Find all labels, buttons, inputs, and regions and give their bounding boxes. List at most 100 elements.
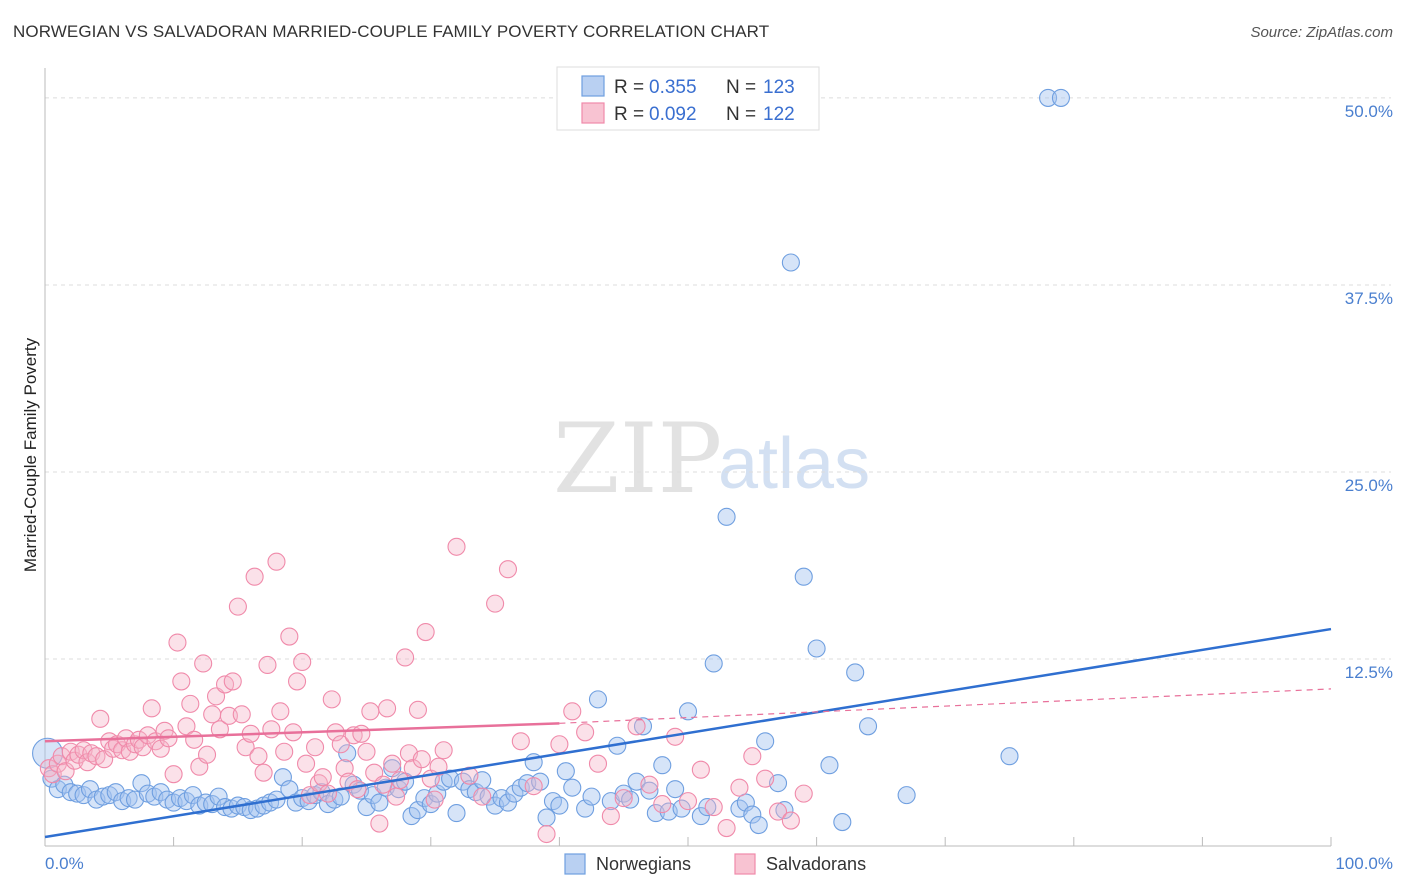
bottom-legend-swatch-salvadorans [734,853,756,875]
salvadoran-point [262,720,281,739]
norwegian-point [633,717,653,736]
salvadoran-point [653,795,672,814]
chart-title: NORWEGIAN VS SALVADORAN MARRIED-COUPLE F… [13,22,770,41]
salvadoran-point [416,622,435,642]
norwegian-point [1039,88,1058,107]
legend-n-label-2: N = [726,104,756,125]
salvadoran-point [95,750,114,769]
legend-r-value-norwegians: 0.355 [649,77,697,98]
salvadoran-point [640,775,659,794]
bottom-legend-swatch-norwegians [564,853,586,875]
salvadoran-point [194,654,213,673]
norwegian-point [756,732,775,751]
salvadoran-point [370,814,389,833]
salvadoran-point [56,762,75,781]
salvadoran-point [396,648,415,667]
salvadoran-point [210,720,229,739]
norwegian-point [550,796,569,815]
salvadoran-point [164,765,183,784]
salvadoran-point [425,790,444,809]
salvadoran-point [387,787,406,806]
salvadoran-point [361,702,380,721]
salvadoran-point [717,818,736,838]
salvadoran-point [781,811,800,830]
norwegian-point [582,787,601,806]
salvadoran-point [293,652,312,672]
norwegian-point [1051,88,1070,107]
salvadoran-point [348,780,367,799]
y-tick-label-3: 50.0% [1345,102,1393,121]
norwegian-point [498,793,518,812]
salvadoran-point [168,633,187,652]
norwegian-point [672,799,691,818]
salvadoran-point [614,789,633,808]
salvadoran-point [756,769,775,788]
norwegian-point [775,801,794,820]
norwegian-point [749,816,768,835]
norwegian-point [588,690,608,709]
salvadoran-point [142,699,161,718]
salvadoran-point [280,627,299,646]
legend-swatch-salvadorans [581,102,605,124]
norwegian-point [447,804,466,823]
salvadoran-point [794,784,813,803]
stats-legend: R = 0.355 N = 123 R = 0.092 N = 122 [556,66,820,131]
norwegian-point [621,790,640,809]
norwegian-point [370,793,389,812]
norwegian-point [556,762,575,781]
norwegian-point [717,507,736,526]
salvadoran-point [383,754,402,773]
norwegian-point [209,787,228,806]
y-tick-label-1: 25.0% [1345,476,1393,495]
salvadoran-point [185,730,204,749]
legend-n-value-salvadorans: 122 [763,104,795,125]
norwegian-point [820,756,839,775]
norwegian-point [563,778,582,797]
salvadoran-point [322,690,341,709]
watermark-atlas: atlas [718,424,870,504]
salvadoran-point [601,807,620,826]
norwegian-point [640,781,659,800]
legend-r-label-2: R = [614,104,644,125]
legend-n-value-norwegians: 123 [763,77,795,98]
tick-labels: 12.5% 25.0% 37.5% 50.0% 0.0% 100.0% [45,102,1393,873]
salvadoran-point [486,594,505,613]
salvadoran-point [306,738,325,757]
salvadoran-point [172,672,191,691]
salvadoran-point [447,537,466,556]
legend-n-label-1: N = [726,77,756,98]
salvadoran-point [537,824,556,844]
salvadoran-point [473,787,492,806]
salvadoran-point [228,597,247,616]
bottom-legend-salvadorans: Salvadorans [766,854,866,874]
norwegian-point [537,808,556,827]
salvadoran-point [704,798,723,817]
salvadoran-point [288,672,307,691]
salvadoran-point [318,784,337,803]
salvadoran-point [206,687,226,706]
norwegian-point [704,654,723,673]
legend-r-value-salvadorans: 0.092 [649,104,697,125]
salvadoran-point [267,552,286,571]
salvadoran-point [335,759,354,778]
salvadoran-point [236,738,255,757]
salvadoran-point [768,802,788,821]
salvadoran-point [313,768,332,787]
norwegian-point [678,702,698,721]
salvadoran-point [151,739,170,758]
norwegian-point [781,253,800,272]
salvadoran-point [177,717,196,736]
salvadoran-point [365,763,384,782]
salvadoran-point [223,672,242,691]
norwegian-point [858,717,878,736]
salvadoran-point [245,567,264,586]
norwegian-point [151,783,170,802]
watermark-zip: ZIP [553,403,722,515]
norwegian-point [833,813,852,832]
bottom-legend-norwegians: Norwegians [596,854,691,874]
salvadoran-point [408,700,427,719]
grid-lines [45,97,1391,660]
trend-lines [44,627,1332,839]
series-legend: Norwegians Salvadorans [564,853,866,875]
salvadoran-point [412,750,431,769]
